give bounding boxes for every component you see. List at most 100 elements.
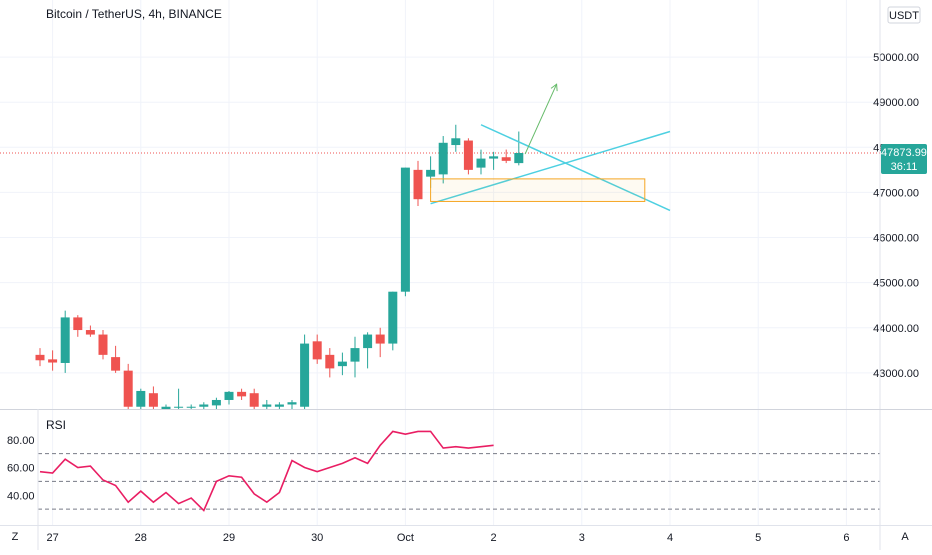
currency-button[interactable]: USDT (887, 6, 921, 24)
trendline-lower[interactable] (430, 130, 671, 205)
candle (337, 352, 347, 376)
candle-body (400, 167, 410, 292)
candle-body (363, 334, 373, 349)
candle (375, 327, 385, 358)
price-tick-label: 47000.00 (873, 187, 919, 199)
candle-body (501, 157, 511, 161)
candle (174, 388, 184, 409)
candle-body (249, 393, 259, 407)
price-tick-label: 45000.00 (873, 278, 919, 290)
candle-body (211, 399, 221, 406)
candle-body (312, 341, 322, 360)
price-tick-label: 44000.00 (873, 323, 919, 335)
auto-scale-button[interactable]: A (901, 531, 909, 543)
candle-body (262, 404, 272, 407)
z-toggle-button[interactable]: Z (12, 531, 19, 543)
candle (300, 334, 310, 409)
candle (501, 149, 511, 164)
time-tick-label: 2 (491, 532, 497, 544)
bar-countdown: 36:11 (891, 161, 918, 173)
candle (312, 334, 322, 364)
candle (199, 402, 209, 409)
forecast-arrow-head (550, 83, 558, 92)
candle (35, 348, 45, 367)
candle-body (35, 354, 45, 361)
candle-body (300, 343, 310, 407)
candle (388, 291, 398, 351)
candle-body (451, 138, 461, 146)
candle-body (388, 291, 398, 344)
rsi-tick-label: 60.00 (7, 463, 35, 475)
candle (249, 388, 259, 409)
time-tick-label: 3 (579, 532, 585, 544)
last-price-badge: 47873.99 36:11 (881, 143, 927, 174)
candle-body (325, 354, 335, 369)
rsi-tick-label: 40.00 (7, 490, 35, 502)
rsi-tick-label: 80.00 (7, 435, 35, 447)
candle-body (438, 142, 448, 175)
candle (73, 315, 83, 337)
candle-body (73, 317, 83, 331)
time-tick-label: 28 (135, 532, 147, 544)
time-tick-label: 29 (223, 532, 235, 544)
candle (136, 388, 146, 409)
candle-body (463, 140, 473, 170)
candle-body (98, 334, 108, 355)
candle-body (287, 402, 297, 405)
price-tick-label: 49000.00 (873, 97, 919, 109)
candle (123, 363, 133, 409)
candle (413, 160, 423, 206)
candle-body (148, 393, 158, 407)
time-tick-label: 6 (843, 532, 849, 544)
candle (514, 131, 524, 166)
candle (224, 390, 234, 405)
candle (48, 350, 58, 371)
candle (274, 402, 284, 409)
time-tick-label: 4 (667, 532, 673, 544)
candle (111, 345, 121, 373)
candle (262, 399, 272, 409)
candle (148, 386, 158, 409)
candle (287, 399, 297, 409)
candle (85, 325, 95, 337)
candle-body (224, 391, 234, 400)
candle (237, 388, 247, 400)
price-tick-label: 46000.00 (873, 233, 919, 245)
candle (186, 404, 196, 409)
price-tick-label: 50000.00 (873, 52, 919, 64)
currency-label: USDT (889, 10, 919, 22)
candle (161, 404, 171, 409)
candle-body (199, 404, 209, 407)
candle-body (514, 152, 524, 164)
candle-body (60, 317, 70, 363)
candle (438, 136, 448, 184)
candle (489, 151, 499, 170)
candle (451, 124, 461, 152)
support-zone-box[interactable] (430, 178, 646, 202)
last-price-value: 47873.99 (881, 147, 927, 159)
candle (98, 330, 108, 360)
candle-body (48, 359, 58, 363)
candle-body (111, 357, 121, 371)
candle-body (350, 348, 360, 362)
rsi-label: RSI (46, 418, 66, 432)
candle-body (161, 406, 171, 409)
candle-body (123, 370, 133, 407)
time-tick-label: Oct (397, 532, 414, 544)
candle-body (136, 390, 146, 407)
candle-body (274, 404, 284, 407)
candle-body (237, 391, 247, 397)
candle-body (85, 330, 95, 335)
candle-body (337, 361, 347, 367)
candle-body (476, 158, 486, 168)
symbol-title: Bitcoin / TetherUS, 4h, BINANCE (46, 7, 222, 21)
candle (350, 336, 360, 378)
time-tick-label: 27 (46, 532, 58, 544)
candle-body (413, 169, 423, 200)
trendline-upper[interactable] (480, 124, 671, 212)
candle-body (426, 169, 436, 177)
candle (211, 397, 221, 409)
forecast-arrow[interactable] (524, 83, 558, 155)
